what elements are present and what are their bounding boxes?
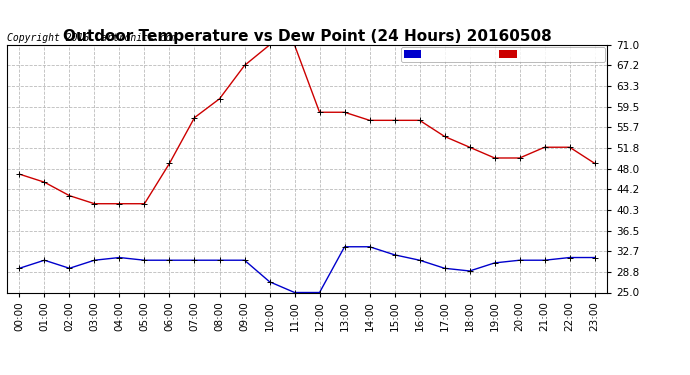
Legend: Dew Point (°F), Temperature (°F): Dew Point (°F), Temperature (°F)	[402, 47, 605, 62]
Title: Outdoor Temperature vs Dew Point (24 Hours) 20160508: Outdoor Temperature vs Dew Point (24 Hou…	[63, 29, 551, 44]
Text: Copyright 2016 Cartronics.com: Copyright 2016 Cartronics.com	[7, 33, 177, 42]
